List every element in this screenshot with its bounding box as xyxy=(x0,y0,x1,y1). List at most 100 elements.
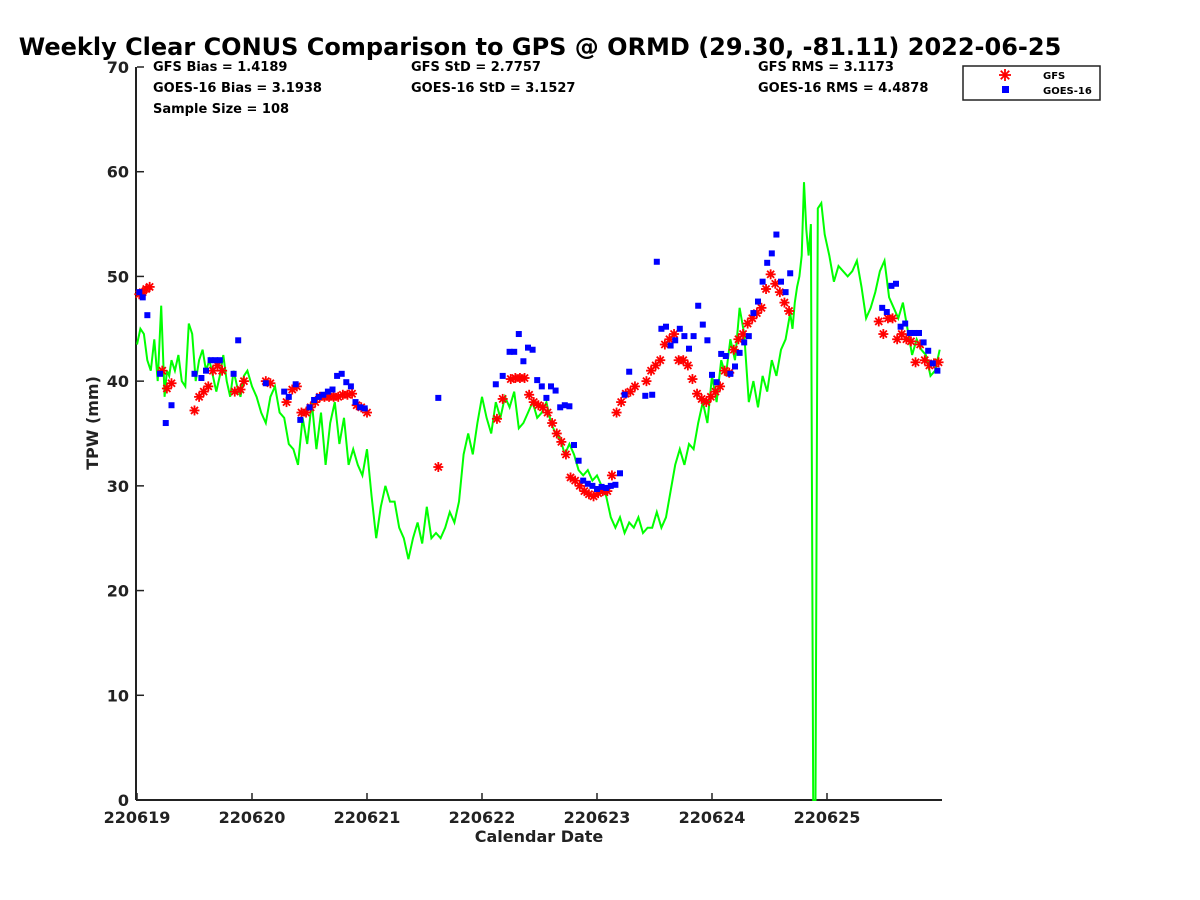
goes-point xyxy=(916,329,922,336)
goes-point xyxy=(755,298,761,305)
goes-point xyxy=(718,350,725,357)
goes-point xyxy=(626,368,633,375)
goes-point xyxy=(658,325,665,332)
goes-point xyxy=(506,348,513,355)
stat-gfs-bias: GFS Bias = 1.4189 xyxy=(153,60,287,75)
stat-goes-std: GOES-16 StD = 3.1527 xyxy=(411,81,575,96)
goes-point xyxy=(695,302,702,309)
gfs-point xyxy=(655,355,666,366)
y-tick-label: 0 xyxy=(118,791,129,810)
x-tick-label: 220619 xyxy=(104,808,171,827)
goes-point xyxy=(681,333,688,340)
gfs-point xyxy=(235,384,246,395)
gfs-point xyxy=(701,397,712,408)
goes-point xyxy=(929,360,936,367)
goes-point xyxy=(136,289,143,296)
goes-point xyxy=(297,416,304,423)
goes-point xyxy=(732,363,738,370)
y-tick-label: 70 xyxy=(107,58,129,77)
gfs-point xyxy=(547,418,558,429)
x-ticks: 220619 220620 220621 220622 220623 220624 2206… xyxy=(104,793,861,827)
goes-point xyxy=(315,393,322,400)
goes-series-group xyxy=(136,231,941,492)
y-axis-label: TPW (mm) xyxy=(83,376,102,470)
goes-point xyxy=(347,383,354,390)
goes-point xyxy=(216,357,223,364)
gfs-point xyxy=(347,388,358,399)
gfs-point xyxy=(715,381,726,392)
goes-point xyxy=(759,278,766,285)
goes-point xyxy=(879,304,886,311)
stat-gfs-rms: GFS RMS = 3.1173 xyxy=(758,60,894,75)
goes-point xyxy=(617,470,623,477)
gfs-point xyxy=(203,381,214,392)
goes-point xyxy=(773,231,780,238)
goes-point xyxy=(207,357,214,364)
legend-gfs-marker xyxy=(999,69,1011,81)
goes-point xyxy=(727,370,734,377)
goes-point xyxy=(787,270,794,277)
goes-point xyxy=(612,481,619,488)
goes-point xyxy=(212,357,219,364)
x-tick-label: 220625 xyxy=(794,808,861,827)
gfs-point xyxy=(217,365,228,376)
goes-point xyxy=(571,442,577,449)
goes-point xyxy=(906,329,913,336)
stat-sample-size: Sample Size = 108 xyxy=(153,102,289,117)
gfs-point xyxy=(728,344,739,355)
gfs-point xyxy=(756,302,767,313)
gfs-point xyxy=(519,373,530,384)
gfs-point xyxy=(616,397,627,408)
gfs-point xyxy=(551,428,562,439)
goes-point xyxy=(352,399,359,406)
goes-point xyxy=(262,380,269,387)
goes-point xyxy=(534,377,541,384)
stat-goes-bias: GOES-16 Bias = 3.1938 xyxy=(153,81,322,96)
goes-point xyxy=(589,482,596,489)
y-tick-label: 30 xyxy=(107,477,129,496)
chart-title: Weekly Clear CONUS Comparison to GPS @ O… xyxy=(19,33,1062,61)
goes-point xyxy=(642,392,649,399)
goes-point xyxy=(667,342,674,349)
goes-point xyxy=(690,333,697,340)
gfs-point xyxy=(161,383,172,394)
goes-point xyxy=(888,282,895,289)
goes-point xyxy=(782,289,789,296)
goes-point xyxy=(203,367,209,374)
gfs-point xyxy=(556,436,567,447)
gfs-point xyxy=(873,316,884,327)
goes-point xyxy=(704,337,711,344)
goes-point xyxy=(741,339,748,346)
gps-series-group xyxy=(136,182,941,801)
gfs-point xyxy=(878,329,889,340)
x-tick-label: 220622 xyxy=(449,808,516,827)
goes-point xyxy=(663,323,669,330)
goes-point xyxy=(768,250,775,257)
gfs-point xyxy=(765,269,776,280)
goes-point xyxy=(338,370,345,377)
goes-point xyxy=(575,457,582,464)
y-tick-label: 10 xyxy=(107,686,129,705)
goes-point xyxy=(561,402,568,409)
plot-area xyxy=(134,182,944,801)
gfs-point xyxy=(524,389,535,400)
goes-point xyxy=(709,371,715,378)
goes-point xyxy=(543,394,550,401)
goes-point xyxy=(934,367,941,374)
goes-point xyxy=(925,347,932,354)
goes-point xyxy=(607,482,614,489)
gfs-point xyxy=(497,393,508,404)
x-tick-label: 220623 xyxy=(564,808,631,827)
goes-point xyxy=(499,372,506,379)
gfs-point xyxy=(761,283,772,294)
goes-point xyxy=(230,370,237,377)
gfs-point xyxy=(705,391,716,402)
goes-point xyxy=(552,387,559,394)
goes-point xyxy=(557,404,564,411)
stats-block: GFS Bias = 1.4189 GOES-16 Bias = 3.1938 … xyxy=(153,60,928,117)
legend-gfs-label: GFS xyxy=(1043,71,1065,82)
gps-series-line xyxy=(136,182,941,801)
goes-point xyxy=(580,477,587,484)
goes-point xyxy=(525,344,531,351)
